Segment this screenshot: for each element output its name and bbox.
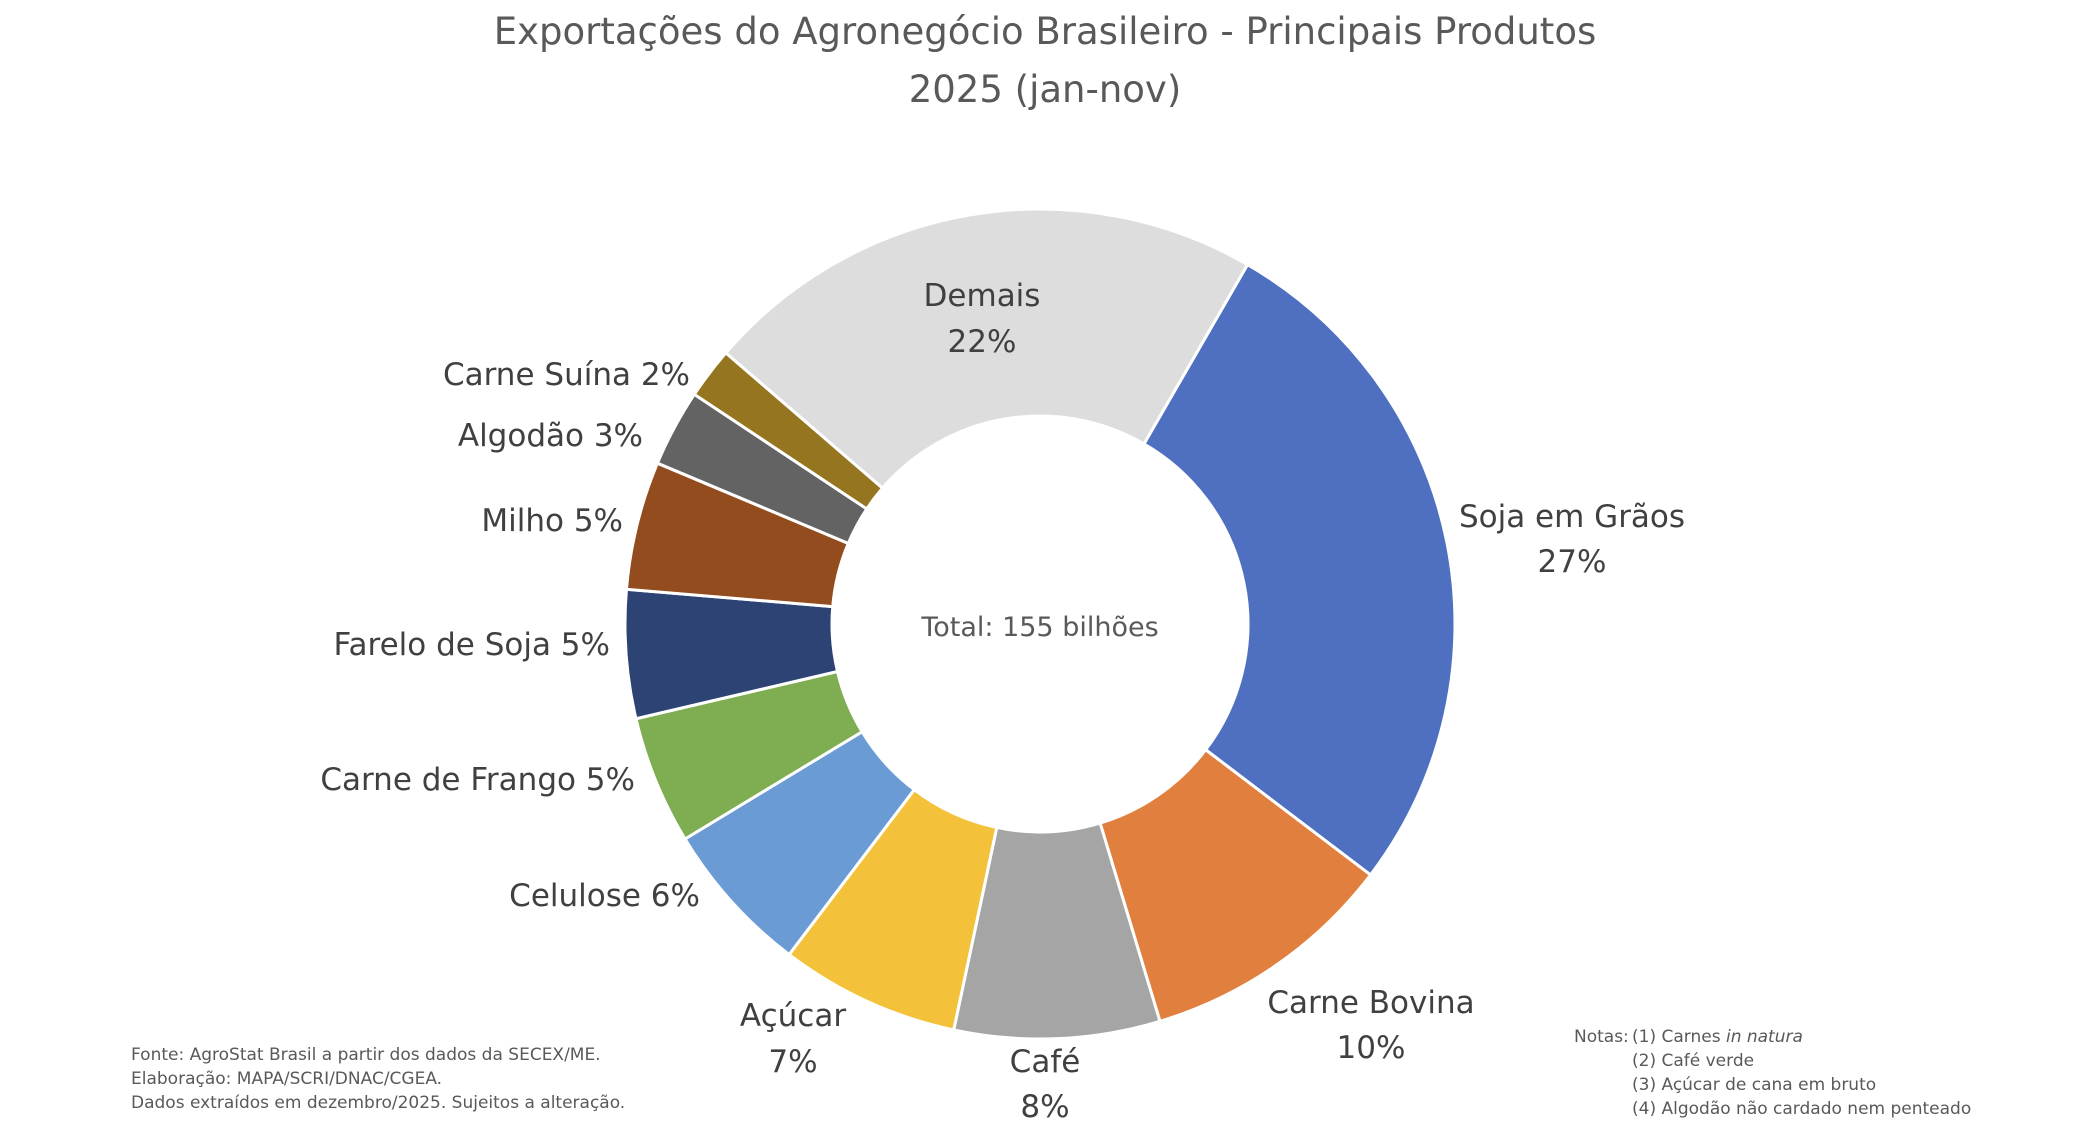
data-label-name: Carne Bovina [1267, 985, 1474, 1021]
data-label-value: 8% [1020, 1089, 1069, 1125]
notes-prefix: Notas: [1574, 1027, 1629, 1047]
slice-demais [723, 207, 1250, 491]
source-line: Dados extraídos em dezembro/2025. Sujeit… [131, 1093, 625, 1113]
data-label: Carne de Frango 5% [320, 762, 635, 798]
center-total-label: Total: 155 bilhões [920, 612, 1158, 643]
source-line: Elaboração: MAPA/SCRI/DNAC/CGEA. [131, 1069, 442, 1089]
data-label: Milho 5% [481, 503, 623, 539]
source-line: Fonte: AgroStat Brasil a partir dos dado… [131, 1045, 601, 1065]
notes: Notas: (1) Carnes in natura (2) Café ver… [1574, 1027, 1971, 1119]
chart-title: Exportações do Agronegócio Brasileiro - … [494, 10, 1596, 53]
note-line: (1) Carnes in natura [1632, 1027, 1803, 1047]
data-label-name: Açúcar [740, 998, 846, 1034]
data-label: Carne Suína 2% [443, 357, 690, 393]
data-label-value: 10% [1337, 1030, 1406, 1066]
data-label-name: Demais [924, 278, 1041, 314]
data-label: Celulose 6% [509, 878, 700, 914]
data-label-name: Soja em Grãos [1459, 499, 1685, 535]
data-label: Algodão 3% [458, 418, 643, 454]
note-line: (3) Açúcar de cana em bruto [1632, 1075, 1876, 1095]
data-label-value: 22% [948, 324, 1017, 360]
note-line: (4) Algodão não cardado nem penteado [1632, 1099, 1971, 1119]
data-label-name: Café [1010, 1044, 1081, 1080]
slice-soja-em-graos [1141, 262, 1457, 878]
chart-subtitle: 2025 (jan-nov) [909, 68, 1182, 111]
data-label: Farelo de Soja 5% [334, 627, 610, 663]
data-label-value: 27% [1538, 544, 1607, 580]
slice-carne-bovina [1098, 747, 1373, 1024]
data-label-value: 7% [768, 1044, 817, 1080]
note-line: (2) Café verde [1632, 1051, 1754, 1071]
source-footer: Fonte: AgroStat Brasil a partir dos dado… [131, 1045, 625, 1113]
